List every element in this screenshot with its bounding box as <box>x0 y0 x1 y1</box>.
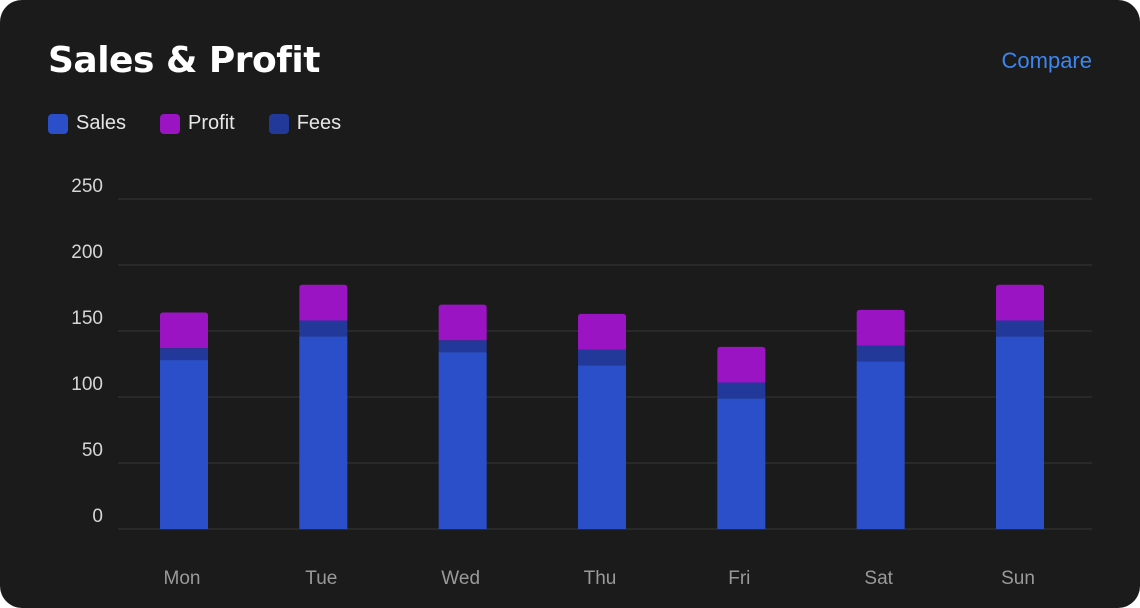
bar-segment-sales[interactable] <box>717 398 766 529</box>
y-tick-label: 250 <box>71 176 103 197</box>
x-tick-label: Sat <box>864 568 893 589</box>
chart-legend: Sales Profit Fees <box>48 112 375 135</box>
x-tick-label: Sun <box>1001 568 1035 589</box>
chart-title: Sales & Profit <box>48 40 320 81</box>
bar-stack-mon[interactable] <box>160 312 208 529</box>
bar-segment-fees[interactable] <box>438 340 487 353</box>
legend-label: Profit <box>188 112 235 134</box>
bar-stack-wed[interactable] <box>438 304 487 529</box>
y-tick-label: 200 <box>71 242 103 263</box>
bar-segment-profit[interactable] <box>160 312 208 349</box>
bar-stack-sun[interactable] <box>996 284 1044 529</box>
bar-segment-sales[interactable] <box>578 365 626 529</box>
x-tick-label: Wed <box>441 568 480 589</box>
bar-segment-fees[interactable] <box>717 382 766 399</box>
bar-segment-profit[interactable] <box>856 309 905 346</box>
bar-segment-profit[interactable] <box>717 346 766 383</box>
bar-segment-fees[interactable] <box>578 349 626 366</box>
x-tick-label: Thu <box>584 568 617 589</box>
legend-item-profit[interactable]: Profit <box>160 112 235 135</box>
y-tick-label: 50 <box>82 440 103 461</box>
bar-segment-sales[interactable] <box>996 336 1044 529</box>
legend-swatch-fees <box>268 113 289 134</box>
bar-stack-fri[interactable] <box>717 346 766 529</box>
legend-label: Fees <box>296 112 342 134</box>
bar-stack-sat[interactable] <box>856 309 905 529</box>
bar-segment-profit[interactable] <box>996 284 1044 321</box>
bar-segment-sales[interactable] <box>856 361 905 529</box>
x-tick-label: Fri <box>728 568 750 589</box>
bar-stack-thu[interactable] <box>578 313 626 529</box>
bar-segment-fees[interactable] <box>996 320 1044 337</box>
bar-segment-fees[interactable] <box>160 348 208 361</box>
bar-segment-profit[interactable] <box>299 284 348 321</box>
legend-label: Sales <box>76 112 127 134</box>
legend-swatch-sales <box>48 113 68 134</box>
x-tick-label: Tue <box>305 568 337 589</box>
bar-segment-sales[interactable] <box>299 336 348 529</box>
compare-link[interactable]: Compare <box>1001 48 1092 73</box>
bar-segment-sales[interactable] <box>160 360 208 529</box>
y-tick-label: 100 <box>71 374 103 395</box>
legend-item-fees[interactable]: Fees <box>268 112 342 135</box>
bar-segment-profit[interactable] <box>578 313 626 350</box>
legend-swatch-profit <box>160 113 181 134</box>
bar-stack-tue[interactable] <box>299 284 348 529</box>
bar-segment-sales[interactable] <box>438 352 487 529</box>
x-tick-label: Mon <box>164 568 201 589</box>
y-tick-label: 150 <box>71 308 103 329</box>
legend-item-sales[interactable]: Sales <box>48 112 126 135</box>
bar-segment-fees[interactable] <box>299 320 348 337</box>
bar-segment-profit[interactable] <box>438 304 487 341</box>
y-tick-label: 0 <box>92 506 103 527</box>
bar-segment-fees[interactable] <box>856 345 905 362</box>
